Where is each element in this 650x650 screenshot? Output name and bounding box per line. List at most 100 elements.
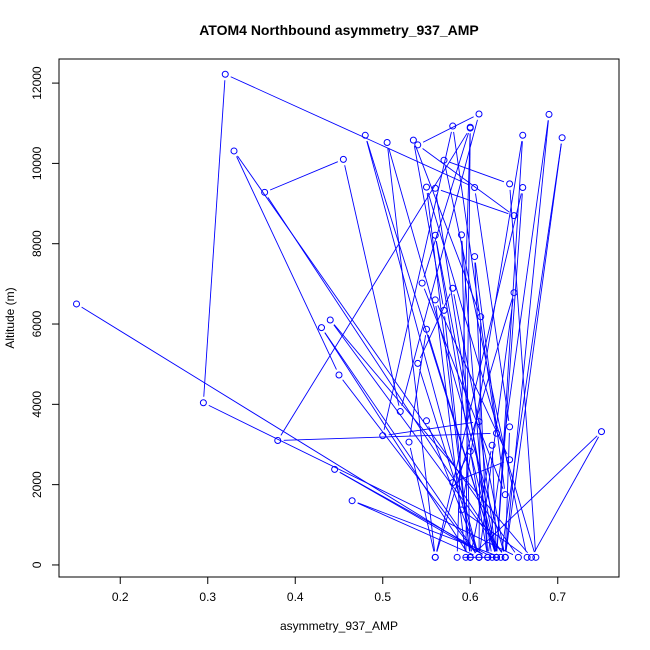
data-point [431, 184, 439, 192]
data-point [458, 231, 465, 239]
series-segment [415, 145, 480, 312]
y-tick-label: 8000 [30, 230, 44, 257]
data-point [475, 553, 483, 561]
y-tick-label: 4000 [30, 391, 44, 418]
x-tick-label: 0.2 [112, 590, 129, 604]
data-point [274, 436, 282, 444]
series-segment [444, 165, 527, 552]
series-segment [505, 143, 562, 552]
series-segment [333, 324, 528, 554]
data-point [409, 136, 417, 144]
data-point [379, 432, 387, 440]
y-tick-label: 0 [30, 561, 44, 568]
data-point [477, 313, 485, 321]
series-segment [509, 189, 536, 552]
x-tick-label: 0.5 [374, 590, 391, 604]
data-point [506, 423, 514, 431]
data-point [466, 553, 474, 561]
data-point [440, 306, 448, 314]
series-segment [440, 189, 509, 215]
x-tick-label: 0.3 [199, 590, 216, 604]
series-segment [465, 133, 471, 552]
data-point [331, 465, 339, 473]
data-point [501, 553, 509, 561]
data-point [471, 253, 479, 261]
data-point [396, 408, 404, 416]
data-point [506, 180, 514, 188]
series-segment [474, 262, 488, 552]
data-point [466, 123, 474, 131]
y-tick-label: 2000 [30, 471, 44, 498]
series-segment [427, 192, 535, 552]
data-point [466, 447, 474, 455]
series-segment [428, 426, 478, 552]
data-point [493, 429, 500, 437]
y-tick-label: 12000 [30, 66, 44, 100]
series-segment [449, 161, 505, 183]
series-segment [419, 368, 478, 552]
data-point [449, 479, 457, 487]
series-segment [478, 322, 482, 552]
series-segment [324, 332, 468, 553]
series-segment [387, 148, 436, 552]
data-point [471, 183, 479, 191]
series-segment [488, 120, 549, 552]
data-point [449, 122, 457, 130]
data-point [475, 418, 483, 426]
series-segment [366, 140, 478, 552]
chart-title: ATOM4 Northbound asymmetry_937_AMP [199, 22, 479, 38]
data-point [558, 134, 566, 142]
y-axis-label: Altitude (m) [3, 287, 17, 348]
data-point [519, 183, 527, 191]
series-segment [409, 335, 427, 437]
x-tick-label: 0.7 [549, 590, 566, 604]
data-point [519, 131, 527, 139]
data-point [514, 553, 522, 561]
data-point [318, 324, 325, 332]
x-axis-label: asymmetry_937_AMP [280, 619, 398, 633]
series-segment [436, 193, 522, 552]
data-point [414, 359, 422, 367]
series-segment [471, 457, 496, 552]
series-segment [413, 145, 444, 305]
series-segment [230, 76, 470, 186]
data-point [335, 371, 343, 379]
series-segment [419, 293, 451, 359]
x-tick-label: 0.4 [287, 590, 304, 604]
data-point [510, 289, 518, 297]
series-lines [81, 76, 599, 558]
data-point [221, 70, 229, 78]
series-segment [437, 305, 508, 455]
data-point [440, 156, 448, 164]
series-segment [458, 461, 505, 481]
data-point [431, 296, 439, 304]
y-tick-label: 10000 [30, 146, 44, 180]
series-segment [466, 513, 523, 555]
series-segment [436, 298, 513, 552]
series-segment [81, 306, 483, 555]
data-point [501, 491, 509, 499]
x-tick-label: 0.6 [462, 590, 479, 604]
series-segment [269, 161, 339, 191]
series-segment [280, 132, 468, 436]
series-segment [453, 294, 505, 552]
data-point [523, 553, 531, 561]
series-segment [344, 165, 400, 406]
data-point [326, 316, 334, 324]
series-segment [461, 240, 488, 552]
data-point [423, 183, 430, 191]
data-point [199, 399, 207, 407]
data-point [532, 553, 540, 561]
series-segment [203, 80, 226, 397]
data-point [423, 417, 430, 425]
data-point [598, 428, 605, 436]
data-point [73, 300, 80, 308]
data-point [458, 506, 465, 514]
series-segment [475, 193, 510, 421]
data-point [261, 188, 269, 196]
data-point [462, 553, 470, 561]
data-point [528, 553, 535, 561]
data-point [488, 441, 496, 449]
series-segment [426, 193, 470, 552]
